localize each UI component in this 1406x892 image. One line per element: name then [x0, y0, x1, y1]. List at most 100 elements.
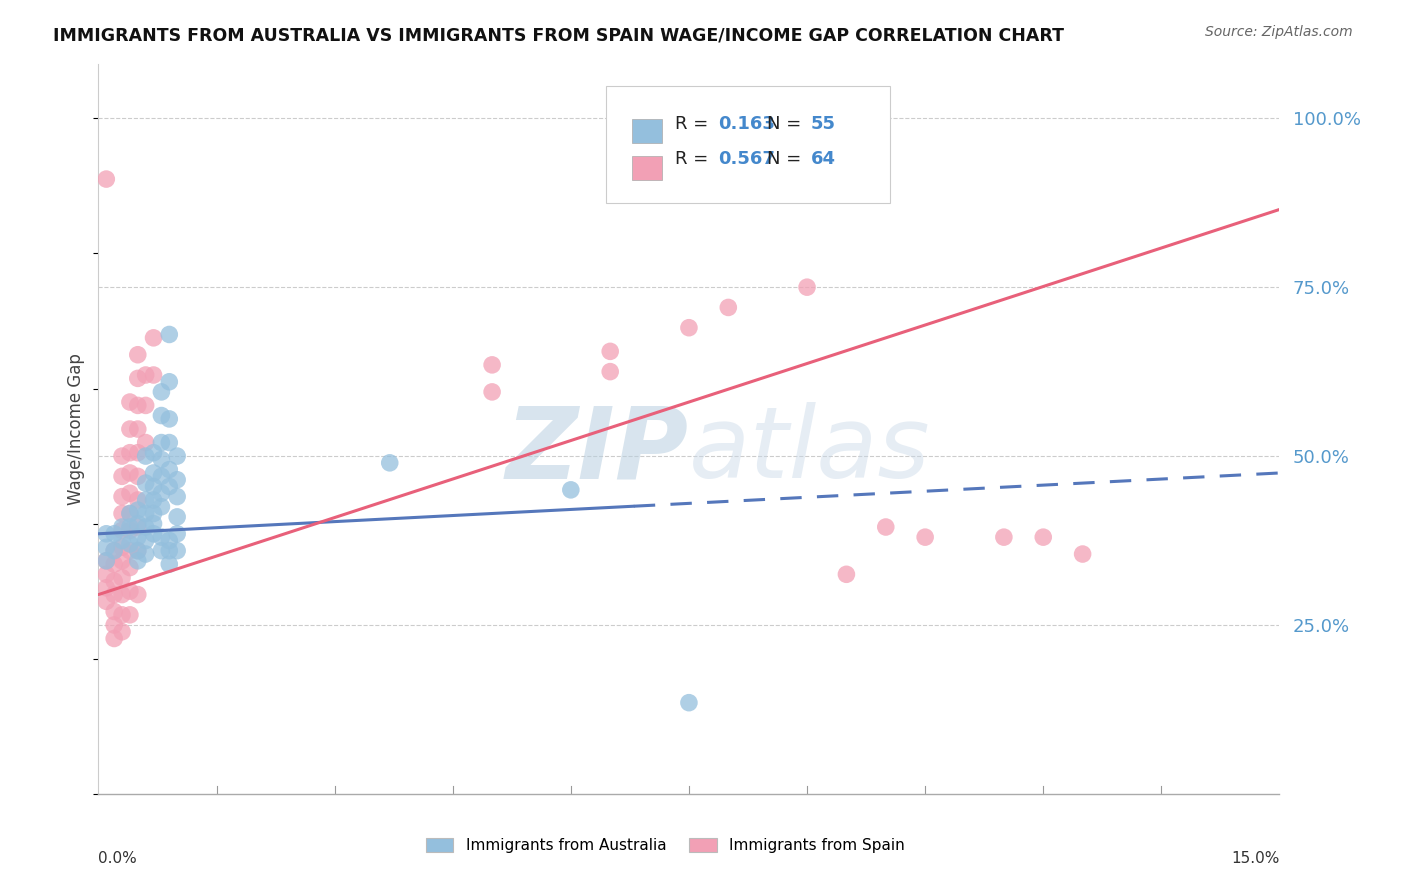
Point — [378, 456, 401, 470]
Point — [142, 516, 165, 531]
Point — [135, 520, 157, 534]
Point — [166, 473, 188, 487]
Point — [96, 172, 118, 186]
Point — [127, 398, 149, 412]
Point — [1032, 530, 1054, 544]
Point — [599, 365, 621, 379]
Text: 55: 55 — [811, 115, 835, 133]
Point — [142, 368, 165, 382]
Point — [142, 446, 165, 460]
Point — [111, 524, 134, 538]
Text: N =: N = — [766, 115, 807, 133]
Point — [111, 541, 134, 555]
Point — [1071, 547, 1094, 561]
Text: 15.0%: 15.0% — [1232, 851, 1279, 866]
Point — [103, 543, 125, 558]
FancyBboxPatch shape — [633, 120, 662, 143]
Point — [166, 490, 188, 504]
Point — [142, 493, 165, 508]
FancyBboxPatch shape — [606, 87, 890, 202]
Point — [111, 533, 134, 548]
FancyBboxPatch shape — [633, 156, 662, 179]
Point — [157, 412, 180, 426]
Point — [111, 507, 134, 521]
Point — [157, 462, 180, 476]
Point — [127, 469, 149, 483]
Point — [127, 520, 149, 534]
Point — [118, 543, 141, 558]
Point — [135, 435, 157, 450]
Point — [150, 384, 173, 399]
Point — [678, 320, 700, 334]
Point — [135, 507, 157, 521]
Point — [914, 530, 936, 544]
Point — [127, 371, 149, 385]
Text: R =: R = — [675, 115, 714, 133]
Point — [135, 533, 157, 548]
Point — [150, 486, 173, 500]
Point — [118, 537, 141, 551]
Point — [118, 466, 141, 480]
Point — [127, 516, 149, 531]
Text: atlas: atlas — [689, 402, 931, 500]
Point — [678, 696, 700, 710]
Point — [993, 530, 1015, 544]
Point — [127, 446, 149, 460]
Point — [142, 466, 165, 480]
Point — [103, 557, 125, 571]
Point — [111, 469, 134, 483]
Point — [111, 588, 134, 602]
Point — [135, 493, 157, 508]
Point — [111, 554, 134, 568]
Point — [157, 557, 180, 571]
Point — [111, 624, 134, 639]
Point — [142, 507, 165, 521]
Point — [96, 526, 118, 541]
Text: IMMIGRANTS FROM AUSTRALIA VS IMMIGRANTS FROM SPAIN WAGE/INCOME GAP CORRELATION C: IMMIGRANTS FROM AUSTRALIA VS IMMIGRANTS … — [53, 27, 1064, 45]
Point — [157, 435, 180, 450]
Point — [103, 588, 125, 602]
Point — [111, 520, 134, 534]
Point — [135, 449, 157, 463]
Point — [717, 301, 740, 315]
Point — [166, 509, 188, 524]
Point — [150, 530, 173, 544]
Point — [157, 533, 180, 548]
Text: Source: ZipAtlas.com: Source: ZipAtlas.com — [1205, 25, 1353, 39]
Point — [127, 543, 149, 558]
Point — [599, 344, 621, 359]
Point — [150, 409, 173, 423]
Point — [166, 543, 188, 558]
Point — [127, 503, 149, 517]
Point — [103, 574, 125, 588]
Point — [96, 567, 118, 582]
Point — [96, 554, 118, 568]
Point — [135, 476, 157, 491]
Point — [166, 526, 188, 541]
Text: 64: 64 — [811, 150, 835, 168]
Point — [560, 483, 582, 497]
Point — [111, 449, 134, 463]
Point — [111, 571, 134, 585]
Point — [103, 618, 125, 632]
Point — [135, 368, 157, 382]
Point — [835, 567, 858, 582]
Point — [111, 607, 134, 622]
Point — [96, 554, 118, 568]
Point — [142, 479, 165, 493]
Point — [127, 543, 149, 558]
Point — [118, 507, 141, 521]
Y-axis label: Wage/Income Gap: Wage/Income Gap — [67, 353, 86, 505]
Point — [150, 435, 173, 450]
Point — [118, 560, 141, 574]
Point — [96, 594, 118, 608]
Point — [796, 280, 818, 294]
Point — [157, 479, 180, 493]
Point — [150, 452, 173, 467]
Text: 0.163: 0.163 — [718, 115, 775, 133]
Point — [127, 554, 149, 568]
Point — [118, 422, 141, 436]
Legend: Immigrants from Australia, Immigrants from Spain: Immigrants from Australia, Immigrants fr… — [420, 832, 911, 859]
Point — [127, 422, 149, 436]
Point — [150, 500, 173, 514]
